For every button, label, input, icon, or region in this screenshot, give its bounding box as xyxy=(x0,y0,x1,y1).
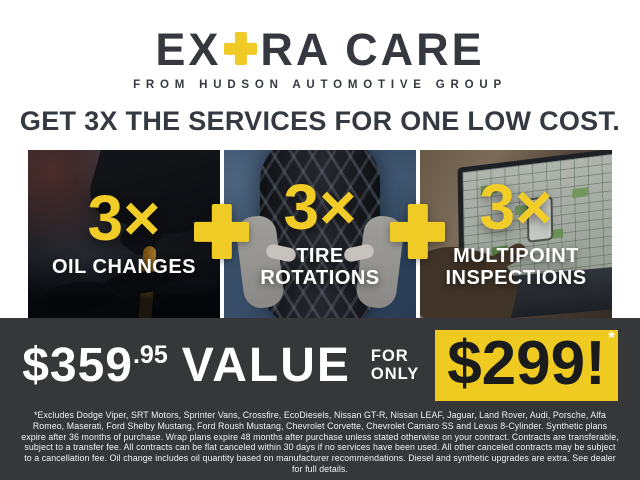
logo-text-suffix: RA CARE xyxy=(260,24,485,75)
photo-shadow-overlay xyxy=(28,256,220,318)
price-band: $359.95 VALUE FOR ONLY $299! * *Excludes D… xyxy=(0,318,640,480)
price-asterisk: * xyxy=(608,328,615,347)
service-multiplier: 3× xyxy=(283,171,357,244)
service-panel-tire-rotations: 3× TIRE ROTATIONS xyxy=(224,150,416,318)
plus-icon xyxy=(390,204,445,259)
service-panel-multipoint-inspections: 3× MULTIPOINT INSPECTIONS xyxy=(420,150,612,318)
value-dollars: $359 xyxy=(22,338,133,392)
brand-tagline: FROM HUDSON AUTOMOTIVE GROUP xyxy=(133,79,507,91)
price-box: $299! * xyxy=(435,328,618,402)
for-only-text: FOR ONLY xyxy=(370,346,420,384)
value-amount: $359.95 VALUE xyxy=(22,338,351,392)
price-row: $359.95 VALUE FOR ONLY $299! * xyxy=(0,318,640,402)
for-word: FOR xyxy=(370,346,409,365)
service-panels: 3× OIL CHANGES 3× TIRE ROTATIONS xyxy=(28,150,612,318)
service-multiplier: 3× xyxy=(479,171,553,244)
headline: GET 3X THE SERVICES FOR ONE LOW COST. xyxy=(19,106,621,136)
only-word: ONLY xyxy=(370,364,420,383)
tire-rotation-photo xyxy=(224,150,416,318)
panel-text-overlay: 3× OIL CHANGES xyxy=(28,150,220,318)
service-label: MULTIPOINT INSPECTIONS xyxy=(445,244,587,289)
plus-icon xyxy=(224,32,257,65)
service-multiplier: 3× xyxy=(87,182,161,255)
price-text: $299! xyxy=(447,329,606,398)
multipoint-inspection-photo xyxy=(420,150,612,318)
oil-change-photo xyxy=(28,150,220,318)
service-panel-oil-changes: 3× OIL CHANGES xyxy=(28,150,220,318)
panel-text-overlay: 3× MULTIPOINT INSPECTIONS xyxy=(420,150,612,318)
photo-dark-overlay xyxy=(420,150,612,318)
disclaimer-text: *Excludes Dodge Viper, SRT Motors, Sprin… xyxy=(21,410,619,474)
service-label: TIRE ROTATIONS xyxy=(260,244,380,289)
value-cents: .95 xyxy=(132,340,168,369)
brand-logo: EX RA CARE xyxy=(0,0,640,72)
photo-dark-overlay xyxy=(224,150,416,318)
value-word: VALUE xyxy=(181,338,351,392)
panel-text-overlay: 3× TIRE ROTATIONS xyxy=(224,150,416,318)
plus-icon xyxy=(194,204,249,259)
photo-dark-overlay xyxy=(28,150,220,318)
logo-text-prefix: EX xyxy=(155,24,222,75)
service-label: OIL CHANGES xyxy=(51,255,197,278)
